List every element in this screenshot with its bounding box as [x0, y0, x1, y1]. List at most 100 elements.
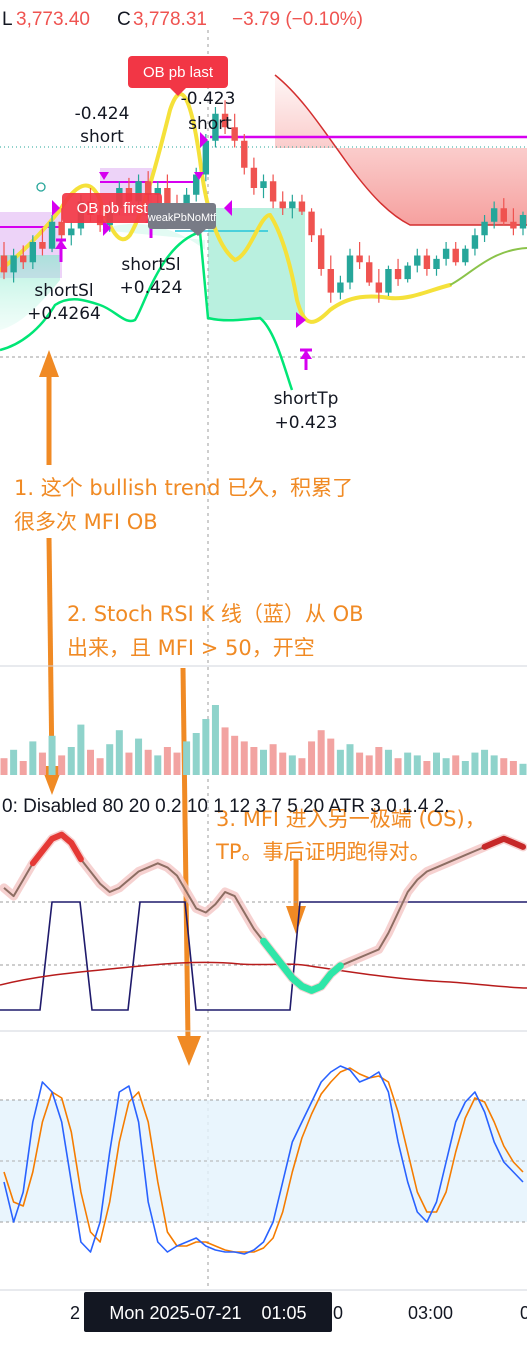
- candle-body: [39, 242, 46, 249]
- volume-bar: [375, 747, 383, 775]
- short-left-word: short: [80, 127, 124, 147]
- mfi-step-line: [0, 901, 527, 1011]
- volume-bar: [144, 749, 152, 775]
- mfi-oversold-segment: [260, 937, 344, 994]
- green-band-left: [0, 255, 60, 330]
- mfi-wave: [0, 830, 527, 995]
- candle-body: [481, 221, 488, 236]
- volume-bar: [346, 744, 354, 775]
- volume-bar: [163, 747, 171, 775]
- candle-body: [471, 235, 479, 249]
- volume-bar: [77, 724, 85, 775]
- volume-bar: [231, 735, 239, 775]
- shortsl-a-word: shortSl: [34, 281, 93, 301]
- volume-bar: [356, 752, 364, 775]
- volume-bar: [183, 741, 191, 775]
- shorttp-value: +0.423: [275, 413, 338, 433]
- candle-body: [452, 248, 459, 263]
- candle-body: [490, 208, 498, 222]
- volume-bar: [10, 749, 18, 775]
- candle-body: [193, 174, 200, 195]
- volume-bar: [135, 738, 143, 775]
- volume-bar: [461, 761, 469, 775]
- candle-body: [29, 242, 37, 263]
- candle-body: [68, 228, 75, 236]
- volume-bar: [38, 752, 46, 775]
- volume-bar: [413, 755, 421, 775]
- volume-bar: [384, 749, 392, 775]
- volume-bar: [317, 730, 325, 775]
- volume-bar: [115, 730, 123, 775]
- candle-body: [221, 113, 229, 128]
- ob-pb-first-label: OB pb first: [77, 200, 149, 217]
- annotation-notes: 1. 这个 bullish trend 已久，积累了 很多次 MFI OB 2.…: [14, 476, 486, 864]
- ob-pb-last-label: OB pb last: [143, 64, 214, 81]
- volume-bar: [509, 761, 517, 775]
- candle-body: [462, 248, 469, 263]
- candle-body: [317, 235, 325, 269]
- price-pane: OB pb last OB pb first weakPbNoMtf -0.42…: [0, 30, 527, 1290]
- volume-bar: [433, 752, 440, 775]
- candle-body: [519, 215, 527, 229]
- candle-body: [308, 211, 315, 236]
- volume-bar: [365, 755, 373, 775]
- note-3-line-2: TP。事后证明跑得对。: [215, 840, 431, 864]
- mfi-pane: 0: Disabled 80 20 0.2 10 1 12 3 7 5 20 A…: [0, 796, 527, 1011]
- time-tick-right: 03:00: [408, 1303, 453, 1323]
- annotation-arrows: [39, 350, 306, 1066]
- crosshair-time-box: [84, 1292, 332, 1332]
- volume-bar: [240, 741, 248, 775]
- candle-body: [48, 221, 56, 249]
- volume-bar: [336, 749, 344, 775]
- candle-body: [366, 262, 373, 283]
- volume-bar: [173, 752, 181, 775]
- candle-body: [202, 140, 210, 175]
- volume-bar: [221, 727, 229, 775]
- volume-bar: [19, 761, 27, 775]
- candle-body: [135, 181, 142, 202]
- volume-bar: [58, 755, 66, 775]
- stoch-pane: [0, 1065, 527, 1255]
- volume-bar: [48, 735, 56, 775]
- candle-body: [58, 221, 65, 236]
- red-cloud-edge: [274, 74, 527, 226]
- shorttp-word: shortTp: [274, 389, 339, 409]
- volume-bar: [490, 755, 498, 775]
- candle-body: [144, 181, 152, 195]
- time-tick-mid: 0: [333, 1303, 343, 1323]
- candle-body: [385, 269, 392, 293]
- note-1-line-2: 很多次 MFI OB: [14, 510, 158, 534]
- volume-bar: [106, 744, 114, 775]
- change-value: −3.79 (−0.10%): [232, 9, 363, 30]
- volume-bar: [202, 719, 210, 775]
- candle-body: [20, 255, 27, 263]
- stoch-k-line: [3, 1065, 524, 1255]
- volume-bar: [260, 749, 267, 775]
- candle-body: [510, 221, 517, 229]
- volume-bar: [308, 741, 316, 775]
- candle-body: [279, 201, 286, 209]
- green-trend-tail: [449, 247, 527, 286]
- candle-body: [404, 265, 411, 280]
- time-tick-left: 2: [70, 1303, 80, 1323]
- volume-bar: [404, 752, 412, 775]
- mfi-overbought-segment-right: [481, 835, 526, 850]
- note-1-line-1: 1. 这个 bullish trend 已久，积累了: [14, 476, 353, 500]
- shortsl-a-value: +0.4264: [27, 304, 101, 324]
- candle-body: [414, 255, 421, 266]
- close-prefix: C: [117, 9, 131, 30]
- note-2-line-1: 2. Stoch RSI K 线（蓝）从 OB: [67, 602, 364, 626]
- candle-body: [423, 255, 431, 269]
- candle-body: [164, 188, 171, 205]
- candle-body: [250, 167, 258, 188]
- candle-body: [375, 282, 383, 293]
- time-axis: 2 0 03:00 0 Mon 2025-07-21 01:05: [0, 1289, 527, 1332]
- candle-body: [394, 269, 402, 280]
- candle-body: [337, 282, 344, 293]
- volume-pane: [0, 705, 527, 775]
- short-left-value: -0.424: [75, 104, 130, 124]
- shortsl-b-value: +0.424: [120, 278, 183, 298]
- candle-body: [260, 181, 267, 188]
- weak-label: weakPbNoMtf: [147, 212, 217, 224]
- mfi-baseline: [0, 961, 527, 989]
